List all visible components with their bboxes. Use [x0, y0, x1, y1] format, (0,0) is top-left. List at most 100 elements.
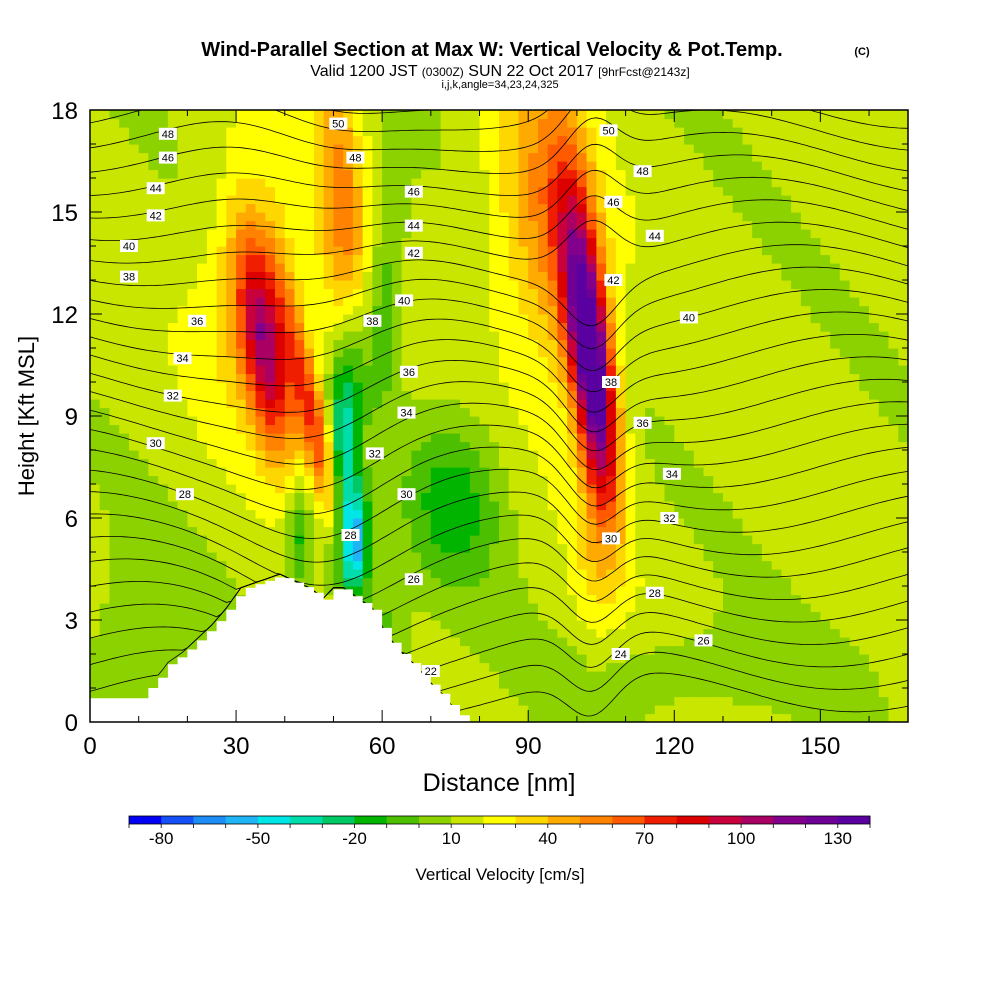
velocity-cell [635, 450, 646, 460]
velocity-cell [255, 110, 266, 120]
velocity-cell [703, 535, 714, 545]
velocity-cell [576, 399, 588, 409]
velocity-cell [742, 246, 753, 256]
velocity-cell [508, 560, 519, 570]
velocity-cell [557, 322, 568, 332]
velocity-cell [323, 509, 334, 519]
velocity-cell [703, 475, 714, 485]
velocity-cell [294, 518, 305, 528]
velocity-cell [430, 382, 442, 392]
velocity-cell [499, 373, 510, 383]
velocity-cell [664, 637, 675, 647]
velocity-cell [226, 169, 237, 179]
velocity-cell [693, 662, 705, 672]
velocity-cell [129, 535, 140, 545]
velocity-cell [645, 475, 656, 485]
velocity-cell [216, 271, 227, 281]
velocity-cell [693, 322, 705, 332]
velocity-cell [294, 492, 305, 502]
velocity-cell [576, 492, 588, 502]
velocity-cell [576, 135, 588, 145]
velocity-cell [460, 297, 471, 307]
velocity-cell [391, 203, 403, 213]
velocity-cell [352, 178, 364, 188]
velocity-cell [557, 263, 568, 273]
velocity-cell [401, 518, 412, 528]
velocity-cell [430, 280, 442, 290]
velocity-cell [508, 144, 519, 154]
velocity-cell [713, 365, 724, 375]
velocity-cell [479, 135, 490, 145]
velocity-cell [411, 254, 422, 264]
velocity-cell [752, 654, 763, 664]
velocity-cell [391, 424, 403, 434]
velocity-cell [528, 280, 539, 290]
velocity-cell [382, 518, 393, 528]
velocity-cell [596, 203, 607, 213]
velocity-cell [674, 450, 685, 460]
velocity-cell [187, 416, 198, 426]
velocity-cell [693, 569, 705, 579]
velocity-cell [323, 127, 334, 137]
velocity-cell [119, 339, 130, 349]
velocity-cell [236, 246, 247, 256]
velocity-cell [615, 339, 627, 349]
velocity-cell [362, 271, 373, 281]
velocity-cell [723, 288, 734, 298]
velocity-cell [391, 594, 403, 604]
velocity-cell [596, 501, 607, 511]
velocity-cell [528, 399, 539, 409]
velocity-cell [294, 186, 305, 196]
velocity-cell [557, 161, 568, 171]
velocity-cell [323, 577, 334, 587]
velocity-cell [489, 458, 500, 468]
velocity-cell [352, 144, 364, 154]
velocity-cell [528, 161, 539, 171]
velocity-cell [167, 382, 179, 392]
velocity-cell [138, 356, 149, 366]
velocity-cell [654, 475, 666, 485]
velocity-cell [382, 161, 393, 171]
velocity-cell [654, 671, 666, 681]
velocity-cell [664, 356, 675, 366]
velocity-cell [576, 543, 588, 553]
velocity-cell [411, 603, 422, 613]
velocity-cell [343, 169, 354, 179]
velocity-cell [664, 407, 675, 417]
velocity-cell [499, 322, 510, 332]
velocity-cell [450, 229, 461, 239]
velocity-cell [411, 305, 422, 315]
velocity-cell [723, 603, 734, 613]
velocity-cell [654, 552, 666, 562]
velocity-cell [752, 526, 763, 536]
velocity-cell [333, 569, 344, 579]
velocity-cell [304, 297, 315, 307]
velocity-cell [450, 118, 461, 128]
velocity-cell [508, 628, 519, 638]
velocity-cell [576, 339, 588, 349]
velocity-cell [538, 407, 549, 417]
velocity-cell [479, 178, 490, 188]
velocity-cell [635, 110, 646, 120]
velocity-cell [567, 212, 578, 222]
velocity-cell [499, 416, 510, 426]
velocity-cell [206, 161, 218, 171]
velocity-cell [167, 416, 179, 426]
velocity-cell [401, 458, 412, 468]
velocity-cell [177, 594, 188, 604]
velocity-cell [479, 263, 490, 273]
velocity-cell [382, 509, 393, 519]
velocity-cell [430, 620, 442, 630]
velocity-cell [606, 492, 617, 502]
velocity-cell [489, 577, 500, 587]
velocity-cell [538, 144, 549, 154]
velocity-cell [148, 603, 159, 613]
velocity-cell [275, 382, 286, 392]
velocity-cell [275, 322, 286, 332]
velocity-cell [479, 628, 490, 638]
velocity-cell [362, 297, 373, 307]
velocity-cell [167, 356, 179, 366]
velocity-cell [752, 671, 763, 681]
velocity-cell [314, 552, 325, 562]
velocity-cell [129, 127, 140, 137]
